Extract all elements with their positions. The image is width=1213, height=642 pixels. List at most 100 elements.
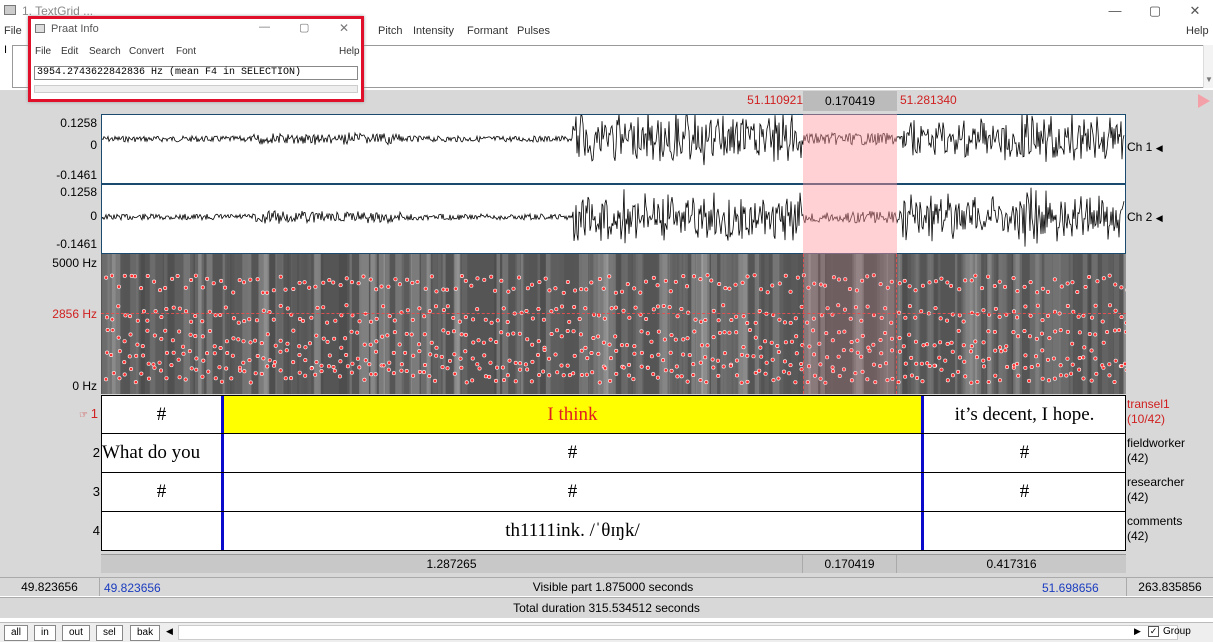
praat-maximize-icon[interactable]: ▢: [299, 22, 310, 34]
minimize-icon[interactable]: —: [1108, 3, 1122, 18]
in-button[interactable]: in: [34, 625, 56, 641]
menu-pitch[interactable]: Pitch: [378, 25, 403, 37]
tier-4-number[interactable]: 4: [92, 523, 100, 538]
tier4-cell-1[interactable]: [102, 512, 221, 550]
interval-boundary[interactable]: [221, 512, 224, 550]
praat-info-window: Praat Info — ▢ ✕ File Edit Search Conver…: [28, 16, 364, 102]
selection-duration[interactable]: 0.170419: [803, 91, 897, 111]
tier3-cell-1[interactable]: #: [156, 481, 167, 502]
tier-2-name: fieldworker (42): [1127, 436, 1185, 466]
interval-boundary[interactable]: [221, 396, 224, 433]
close-icon[interactable]: ✕: [1189, 3, 1201, 18]
spec-max-label: 5000 Hz: [52, 256, 97, 270]
tier-row-3[interactable]: # # #: [101, 473, 1126, 512]
tier-row-4[interactable]: th1111ink. /ˈθɪŋk/: [101, 512, 1126, 551]
tier-2-number[interactable]: 2: [92, 445, 100, 460]
sel-button[interactable]: sel: [96, 625, 123, 641]
scroll-right-icon[interactable]: ▶: [1134, 626, 1141, 636]
praat-app-icon: [35, 24, 45, 33]
duration-selection[interactable]: 0.170419: [803, 555, 897, 573]
visible-part[interactable]: Visible part 1.875000 seconds: [532, 580, 694, 594]
praat-minimize-icon[interactable]: —: [259, 21, 270, 33]
menu-file[interactable]: File: [4, 25, 22, 37]
praat-info-output[interactable]: 3954.2743622842836 Hz (mean F4 in SELECT…: [34, 66, 358, 80]
visible-right: 51.698656: [1042, 581, 1099, 595]
tier-row-2[interactable]: What do you # #: [101, 434, 1126, 473]
tier4-cell-2[interactable]: th1111ink. /ˈθɪŋk/: [505, 520, 640, 541]
interval-boundary[interactable]: [221, 434, 224, 472]
ch1-label[interactable]: Ch 1 ◀: [1127, 140, 1163, 154]
speaker-icon[interactable]: ◀: [1155, 143, 1163, 153]
duration-right[interactable]: 0.417316: [986, 557, 1037, 571]
tier-1-number[interactable]: ☞ 1: [70, 406, 98, 421]
waveform-ch2[interactable]: [101, 184, 1126, 254]
total-strip[interactable]: Total duration 315.534512 seconds: [0, 597, 1213, 618]
group-checkbox[interactable]: ✓: [1148, 626, 1159, 637]
praat-hscrollbar[interactable]: [34, 85, 358, 93]
praat-menu-edit[interactable]: Edit: [61, 46, 79, 57]
ch2-zero-label: 0: [90, 209, 97, 223]
app-icon: [4, 5, 16, 15]
tier1-cell-1[interactable]: #: [156, 403, 167, 425]
duration-left[interactable]: 1.287265: [101, 555, 803, 573]
selection-highlight: [803, 114, 897, 254]
ch1-name: Ch 1: [1127, 140, 1153, 154]
ch2-max-label: 0.1258: [60, 185, 97, 199]
praat-menu-file[interactable]: File: [35, 46, 52, 57]
tier2-cell-1[interactable]: What do you: [102, 442, 201, 463]
all-button[interactable]: all: [4, 625, 29, 641]
menu-pulses[interactable]: Pulses: [517, 25, 551, 37]
scroll-down-icon[interactable]: ▼: [1205, 75, 1213, 84]
tier3-cell-2[interactable]: #: [567, 481, 578, 502]
tier-row-1[interactable]: # I think it’s decent, I hope.: [101, 395, 1126, 434]
out-button[interactable]: out: [62, 625, 90, 641]
spectrogram-selection: [803, 254, 897, 394]
tier-4-title: comments: [1127, 514, 1183, 528]
praat-menu-search[interactable]: Search: [89, 46, 121, 57]
praat-menu-convert[interactable]: Convert: [129, 46, 165, 57]
visible-outer-right[interactable]: 263.835856: [1126, 578, 1213, 596]
time-scrollbar[interactable]: [178, 625, 1178, 640]
praat-menu-help[interactable]: Help: [339, 46, 360, 57]
interval-boundary[interactable]: [921, 512, 924, 550]
text-scrollbar[interactable]: ▼: [1203, 45, 1213, 88]
interval-boundary[interactable]: [221, 473, 224, 511]
praat-menu-font[interactable]: Font: [176, 46, 197, 57]
menu-help[interactable]: Help: [1186, 25, 1209, 37]
spec-min-label: 0 Hz: [72, 379, 97, 393]
tier-1-num: 1: [90, 406, 98, 421]
tier1-cell-3[interactable]: it’s decent, I hope.: [954, 403, 1095, 425]
scroll-left-icon[interactable]: ◀: [166, 626, 173, 636]
interval-boundary[interactable]: [921, 434, 924, 472]
tier-3-count: (42): [1127, 490, 1149, 504]
selection-end: 51.281340: [900, 93, 957, 107]
play-arrow-icon[interactable]: [1198, 94, 1210, 108]
spectrogram[interactable]: [101, 254, 1126, 394]
speaker-icon[interactable]: ◀: [1155, 213, 1163, 223]
praat-info-title: Praat Info: [51, 23, 99, 35]
interval-boundary[interactable]: [921, 473, 924, 511]
waveform-ch1[interactable]: [101, 114, 1126, 184]
menu-formant[interactable]: Formant: [467, 25, 508, 37]
tier2-cell-3[interactable]: #: [1019, 442, 1030, 463]
tier1-cell-2-selected[interactable]: I think: [224, 396, 921, 433]
praat-close-icon[interactable]: ✕: [339, 21, 350, 35]
tier4-cell-3[interactable]: [924, 512, 1125, 550]
ch2-min-label: -0.1461: [56, 237, 97, 251]
visible-outer-left[interactable]: 49.823656: [0, 578, 100, 596]
group-label: Group: [1163, 626, 1191, 637]
menu-intensity[interactable]: Intensity: [413, 25, 454, 37]
bak-button[interactable]: bak: [130, 625, 161, 641]
spec-cursor-label: 2856 Hz: [52, 307, 97, 321]
ch2-label[interactable]: Ch 2 ◀: [1127, 210, 1163, 224]
ch1-min-label: -0.1461: [56, 168, 97, 182]
interval-boundary[interactable]: [921, 396, 924, 433]
maximize-icon[interactable]: ▢: [1148, 3, 1162, 18]
ch1-zero-label: 0: [90, 138, 97, 152]
tier-3-number[interactable]: 3: [92, 484, 100, 499]
tier-1-title: transel1: [1127, 397, 1170, 411]
ch2-name: Ch 2: [1127, 210, 1153, 224]
ch1-max-label: 0.1258: [60, 116, 97, 130]
tier3-cell-3[interactable]: #: [1019, 481, 1030, 502]
tier2-cell-2[interactable]: #: [567, 442, 578, 463]
